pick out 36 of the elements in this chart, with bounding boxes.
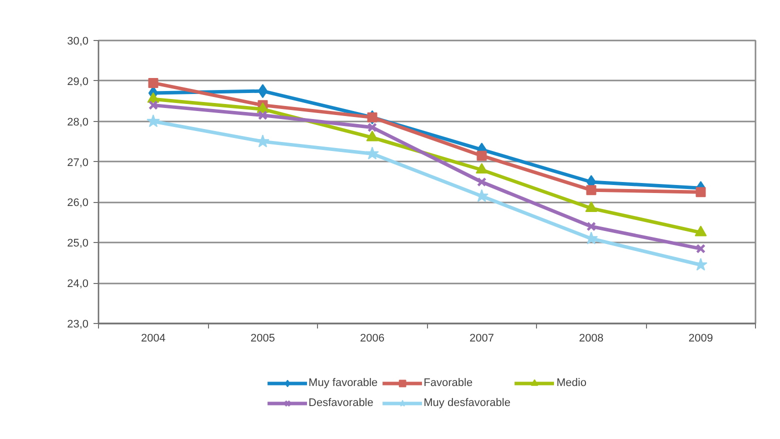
point [585,201,598,212]
point [366,146,379,160]
point [258,110,268,120]
x-tick-label: 2005 [250,332,275,344]
y-tick-label: 27,0 [67,156,89,169]
legend-label: Desfavorable [308,396,374,410]
point [258,84,268,98]
x-tick-label: 2004 [141,332,166,344]
point [476,150,487,161]
y-tick-label: 25,0 [67,238,89,250]
legend-label: Muy favorable [308,376,378,390]
point [694,226,707,236]
point [586,185,596,196]
point [148,100,158,110]
point [696,187,706,198]
y-tick-label: 26,0 [67,197,89,210]
x-tick-label: 2006 [360,332,384,344]
point [367,122,378,132]
y-tick-label: 29,0 [67,76,89,88]
legend-label: Muy desfavorable [424,396,510,410]
point [476,177,487,187]
y-tick-label: 23,0 [67,318,89,330]
x-tick-label: 2009 [688,332,713,344]
point [586,222,596,232]
point [696,244,706,254]
point [366,130,378,142]
point [148,78,158,88]
point [476,163,488,174]
y-tick-label: 30,0 [67,36,89,48]
x-tick-label: 2007 [470,332,494,344]
legend-label: Favorable [424,376,473,390]
x-tick-label: 2008 [579,332,604,344]
legend-label: Medio [556,376,586,390]
y-tick-label: 24,0 [67,278,89,290]
y-tick-label: 28,0 [67,116,89,128]
point [146,114,160,128]
